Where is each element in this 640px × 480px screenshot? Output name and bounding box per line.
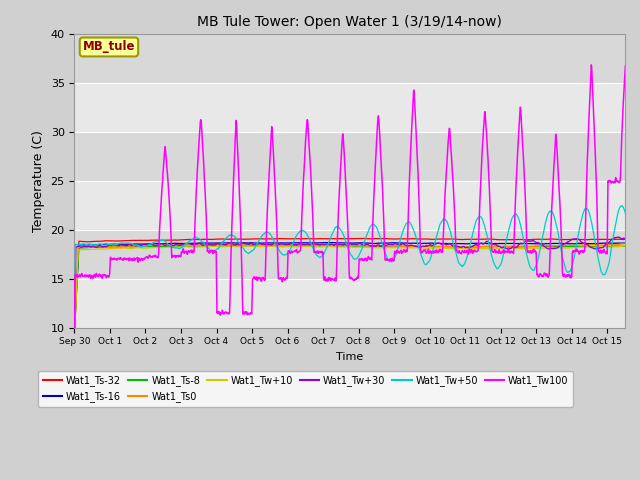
Bar: [74, 230, 625, 279]
Legend: Wat1_Ts-32, Wat1_Ts-16, Wat1_Ts-8, Wat1_Ts0, Wat1_Tw+10, Wat1_Tw+30, Wat1_Tw+50,: Wat1_Ts-32, Wat1_Ts-16, Wat1_Ts-8, Wat1_…: [38, 371, 573, 407]
Text: MB_tule: MB_tule: [83, 40, 135, 53]
Bar: [74, 181, 625, 230]
X-axis label: Time: Time: [336, 352, 364, 362]
Y-axis label: Temperature (C): Temperature (C): [32, 130, 45, 232]
Bar: [74, 35, 625, 83]
Bar: [74, 83, 625, 132]
Title: MB Tule Tower: Open Water 1 (3/19/14-now): MB Tule Tower: Open Water 1 (3/19/14-now…: [197, 15, 502, 29]
Bar: [74, 279, 625, 328]
Bar: [74, 132, 625, 181]
